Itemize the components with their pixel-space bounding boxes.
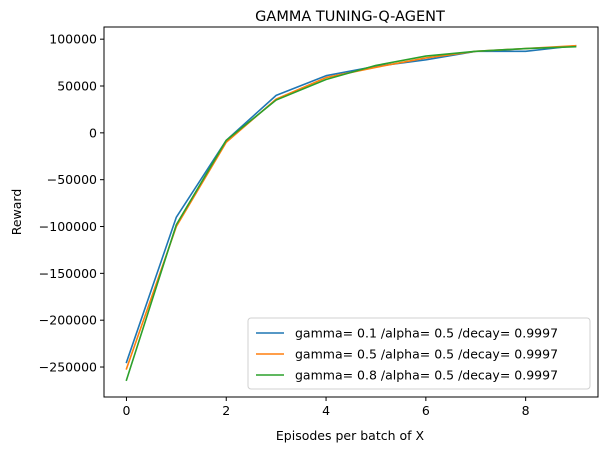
y-axis-label: Reward bbox=[9, 189, 24, 236]
y-tick-label: −100000 bbox=[39, 219, 97, 234]
x-axis: 0 2 4 6 8 bbox=[122, 397, 530, 418]
plot-area bbox=[125, 44, 577, 382]
plot-frame bbox=[103, 26, 599, 398]
x-tick-label: 2 bbox=[222, 403, 230, 418]
x-tick-label: 0 bbox=[122, 403, 130, 418]
y-tick-label: −50000 bbox=[47, 172, 97, 187]
y-tick-label: 100000 bbox=[49, 32, 97, 47]
series-line-1 bbox=[125, 44, 577, 364]
x-tick-label: 4 bbox=[322, 403, 330, 418]
legend-label-2: gamma= 0.5 /alpha= 0.5 /decay= 0.9997 bbox=[295, 347, 558, 362]
y-tick-label: 0 bbox=[89, 125, 97, 140]
x-axis-label: Episodes per batch of X bbox=[276, 428, 425, 443]
y-tick-label: −150000 bbox=[39, 266, 97, 281]
legend: gamma= 0.1 /alpha= 0.5 /decay= 0.9997 gam… bbox=[247, 317, 591, 390]
y-tick-label: 50000 bbox=[57, 79, 97, 94]
legend-label-3: gamma= 0.8 /alpha= 0.5 /decay= 0.9997 bbox=[295, 368, 558, 383]
legend-box bbox=[247, 317, 591, 390]
y-axis: 100000 50000 0 −50000 −100000 −150000 −200000 −… bbox=[39, 32, 104, 375]
x-tick-label: 6 bbox=[422, 403, 430, 418]
chart-title: GAMMA TUNING-Q-AGENT bbox=[255, 9, 445, 25]
series-line-3 bbox=[125, 45, 577, 382]
x-tick-label: 8 bbox=[522, 403, 530, 418]
y-tick-label: −200000 bbox=[39, 313, 97, 328]
legend-label-1: gamma= 0.1 /alpha= 0.5 /decay= 0.9997 bbox=[295, 326, 558, 341]
y-tick-label: −250000 bbox=[39, 360, 97, 375]
